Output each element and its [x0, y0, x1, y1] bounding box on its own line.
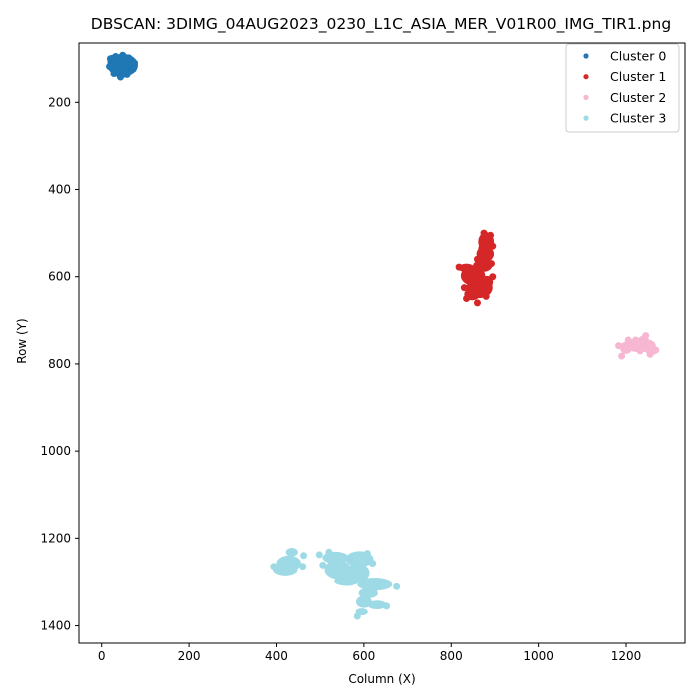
- cluster-3-point-0: [270, 563, 278, 571]
- legend-marker: [583, 53, 589, 59]
- x-tick-label: 400: [265, 649, 288, 663]
- cluster-0-point-5: [129, 65, 137, 73]
- cluster-3-region-11: [367, 600, 387, 609]
- legend-marker: [583, 74, 589, 80]
- cluster-0-point-4: [130, 59, 138, 67]
- legend-entry: Cluster 3: [610, 111, 666, 126]
- legend-entry: Cluster 0: [610, 49, 666, 64]
- cluster-2-point-0: [615, 342, 623, 350]
- cluster-0-point-10: [113, 59, 121, 67]
- legend-frame: [565, 43, 680, 133]
- legend: Cluster 0 Cluster 1 Cluster 2 Cluster 3: [565, 43, 680, 133]
- cluster-3-region-8: [357, 578, 393, 591]
- cluster-2-point-1: [618, 352, 626, 360]
- x-tick-label: 0: [98, 649, 106, 663]
- y-tick-label: 600: [48, 270, 71, 284]
- cluster-2-point-6: [646, 350, 654, 358]
- cluster-2-point-5: [652, 346, 660, 354]
- cluster-2-point-4: [642, 332, 650, 340]
- y-tick-label: 200: [48, 95, 71, 109]
- plot-frame: [78, 42, 686, 644]
- y-axis-ticks: 200 400 600 800 1000 1200 1400: [40, 95, 79, 633]
- cluster-0-point-1: [112, 53, 120, 61]
- cluster-3-region-5: [324, 560, 351, 580]
- x-tick-label: 1200: [611, 649, 642, 663]
- cluster-1-points: [455, 229, 497, 307]
- cluster-3-point-4: [363, 550, 371, 558]
- chart-title: DBSCAN: 3DIMG_04AUG2023_0230_L1C_ASIA_ME…: [91, 15, 671, 34]
- y-tick-label: 400: [48, 183, 71, 197]
- cluster-3-point-6: [393, 582, 401, 590]
- cluster-1-point-5: [482, 292, 490, 300]
- cluster-1-point-7: [463, 295, 471, 303]
- cluster-3-point-10: [319, 561, 327, 569]
- cluster-1-point-8: [460, 284, 468, 292]
- x-tick-label: 200: [178, 649, 201, 663]
- y-tick-label: 1400: [40, 619, 71, 633]
- cluster-3-region-9: [358, 587, 378, 599]
- x-tick-label: 1000: [523, 649, 554, 663]
- cluster-3-point-9: [346, 578, 354, 586]
- plot-area: [78, 42, 686, 644]
- legend-marker: [583, 94, 589, 100]
- data-layer: [106, 51, 660, 620]
- cluster-3-point-5: [369, 560, 377, 568]
- cluster-0-point-11: [120, 63, 128, 71]
- cluster-1-point-6: [473, 299, 481, 307]
- cluster-3-region-7: [334, 576, 359, 586]
- cluster-3-point-8: [353, 612, 361, 620]
- cluster-0-point-7: [117, 73, 125, 81]
- cluster-3-point-3: [325, 548, 333, 556]
- cluster-1-point-4: [489, 273, 497, 281]
- x-tick-label: 800: [440, 649, 463, 663]
- cluster-0-point-8: [110, 70, 118, 78]
- cluster-3-points: [270, 547, 401, 620]
- cluster-2-point-2: [624, 336, 632, 344]
- legend-entry: Cluster 1: [610, 69, 666, 84]
- cluster-1-point-11: [478, 244, 486, 252]
- cluster-1-point-0: [480, 229, 488, 237]
- cluster-3-region-2: [272, 563, 298, 576]
- cluster-0-point-0: [106, 55, 114, 63]
- cluster-1-region-4: [458, 263, 475, 273]
- x-tick-label: 600: [352, 649, 375, 663]
- cluster-3-region-0: [285, 547, 298, 557]
- cluster-3-point-2: [315, 551, 323, 559]
- cluster-1-point-2: [489, 242, 497, 250]
- cluster-0-point-6: [123, 70, 131, 78]
- y-tick-label: 1200: [40, 531, 71, 545]
- cluster-2-point-7: [636, 347, 644, 355]
- cluster-1-point-10: [473, 255, 481, 263]
- cluster-0-point-9: [106, 63, 114, 71]
- cluster-1-point-1: [487, 231, 495, 239]
- cluster-2-point-3: [632, 336, 640, 344]
- legend-marker: [583, 115, 589, 121]
- cluster-3-point-1: [300, 552, 308, 560]
- cluster-3-point-11: [299, 563, 307, 571]
- cluster-2-points: [615, 332, 660, 360]
- x-axis-ticks: 0 200 400 600 800 1000 1200: [98, 643, 641, 663]
- cluster-2-region-1: [619, 341, 633, 354]
- cluster-1-point-9: [455, 263, 463, 271]
- cluster-0-point-2: [119, 51, 127, 59]
- y-tick-label: 1000: [40, 444, 71, 458]
- y-axis-label: Row (Y): [15, 318, 29, 363]
- legend-entry: Cluster 2: [610, 90, 666, 105]
- x-axis-label: Column (X): [348, 672, 415, 686]
- cluster-3-point-7: [383, 602, 391, 610]
- cluster-1-point-3: [487, 260, 495, 268]
- cluster-0-point-3: [125, 54, 133, 62]
- y-tick-label: 800: [48, 357, 71, 371]
- cluster-0-points: [106, 51, 138, 81]
